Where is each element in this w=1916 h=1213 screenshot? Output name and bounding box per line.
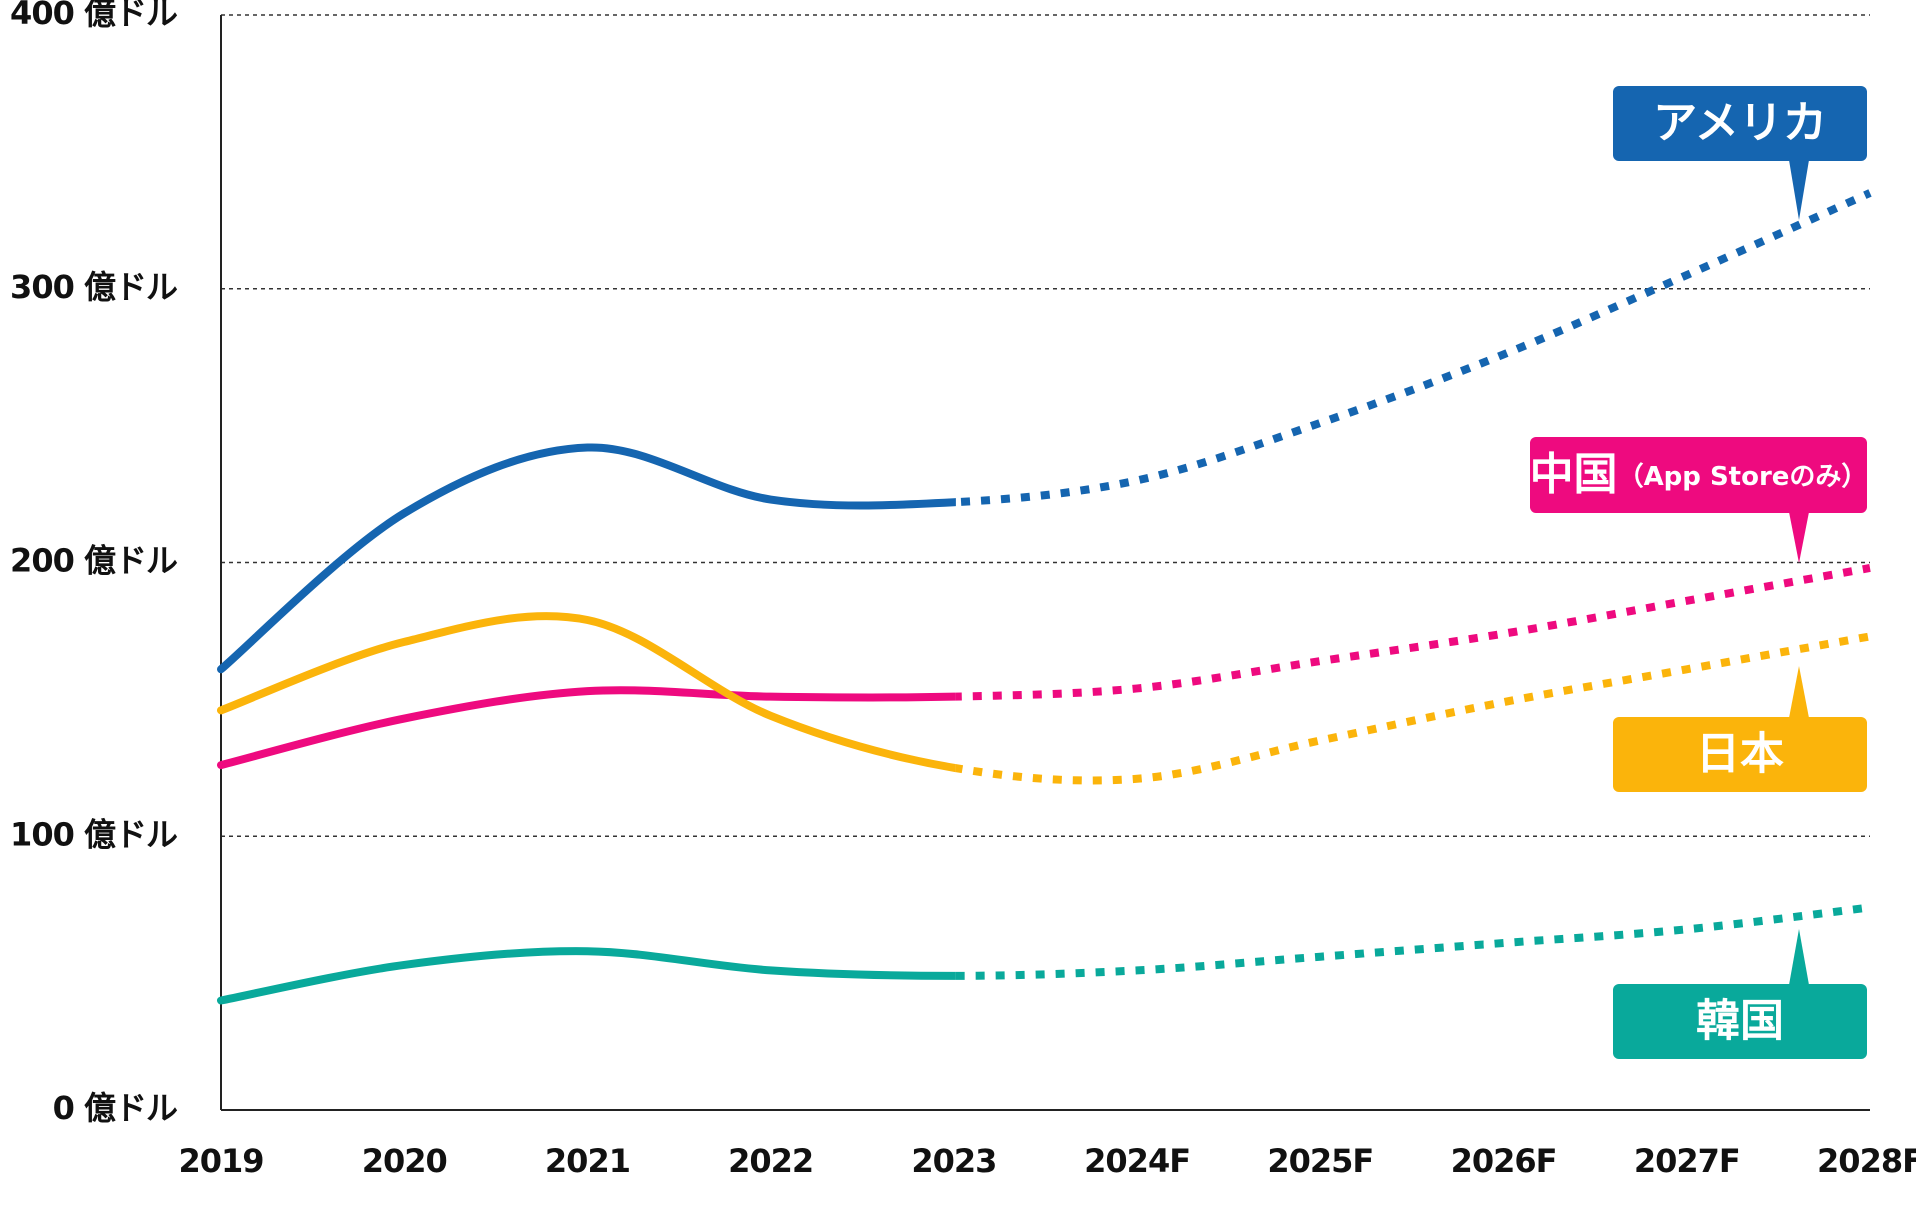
line-actual: [217, 443, 956, 674]
y-tick-label: 200 億ドル: [10, 542, 178, 580]
legend-box: [1530, 437, 1867, 513]
line-actual: [217, 947, 956, 1005]
legend-text: 韓国: [1696, 996, 1784, 1047]
x-tick-label: 2027F: [1634, 1142, 1740, 1180]
y-tick-label: 400 億ドル: [10, 0, 178, 32]
legend-pointer: [1789, 929, 1809, 985]
x-tick-label: 2023: [911, 1142, 996, 1180]
legend-text: アメリカ: [1653, 98, 1827, 149]
y-tick-label: 300 億ドル: [10, 268, 178, 306]
line-forecast: [955, 903, 1871, 980]
line-forecast: [955, 564, 1871, 701]
x-tick-label: 2020: [362, 1142, 447, 1180]
line-actual: [217, 686, 956, 770]
y-tick-label: 0 億ドル: [53, 1089, 178, 1127]
x-tick-label: 2025F: [1267, 1142, 1373, 1180]
legend-box: [1613, 717, 1867, 792]
x-tick-label: 2024F: [1084, 1142, 1190, 1180]
legend-pointer: [1789, 160, 1809, 220]
x-tick-label: 2021: [545, 1142, 630, 1180]
legend-pointer: [1789, 666, 1809, 718]
legend-box: [1613, 984, 1867, 1059]
legend-box: [1613, 86, 1867, 161]
x-tick-label: 2019: [178, 1142, 263, 1180]
x-tick-label: 2028F: [1817, 1142, 1916, 1180]
legend-pointer: [1789, 512, 1809, 563]
line-actual: [217, 612, 956, 773]
line-forecast: [955, 189, 1872, 507]
y-tick-label: 100 億ドル: [10, 815, 178, 853]
x-tick-label: 2026F: [1451, 1142, 1557, 1180]
legend-text: 中国（App Storeのみ）: [1530, 449, 1868, 500]
line-forecast: [955, 632, 1871, 785]
x-tick-label: 2022: [728, 1142, 813, 1180]
legend-text: 日本: [1696, 729, 1784, 780]
